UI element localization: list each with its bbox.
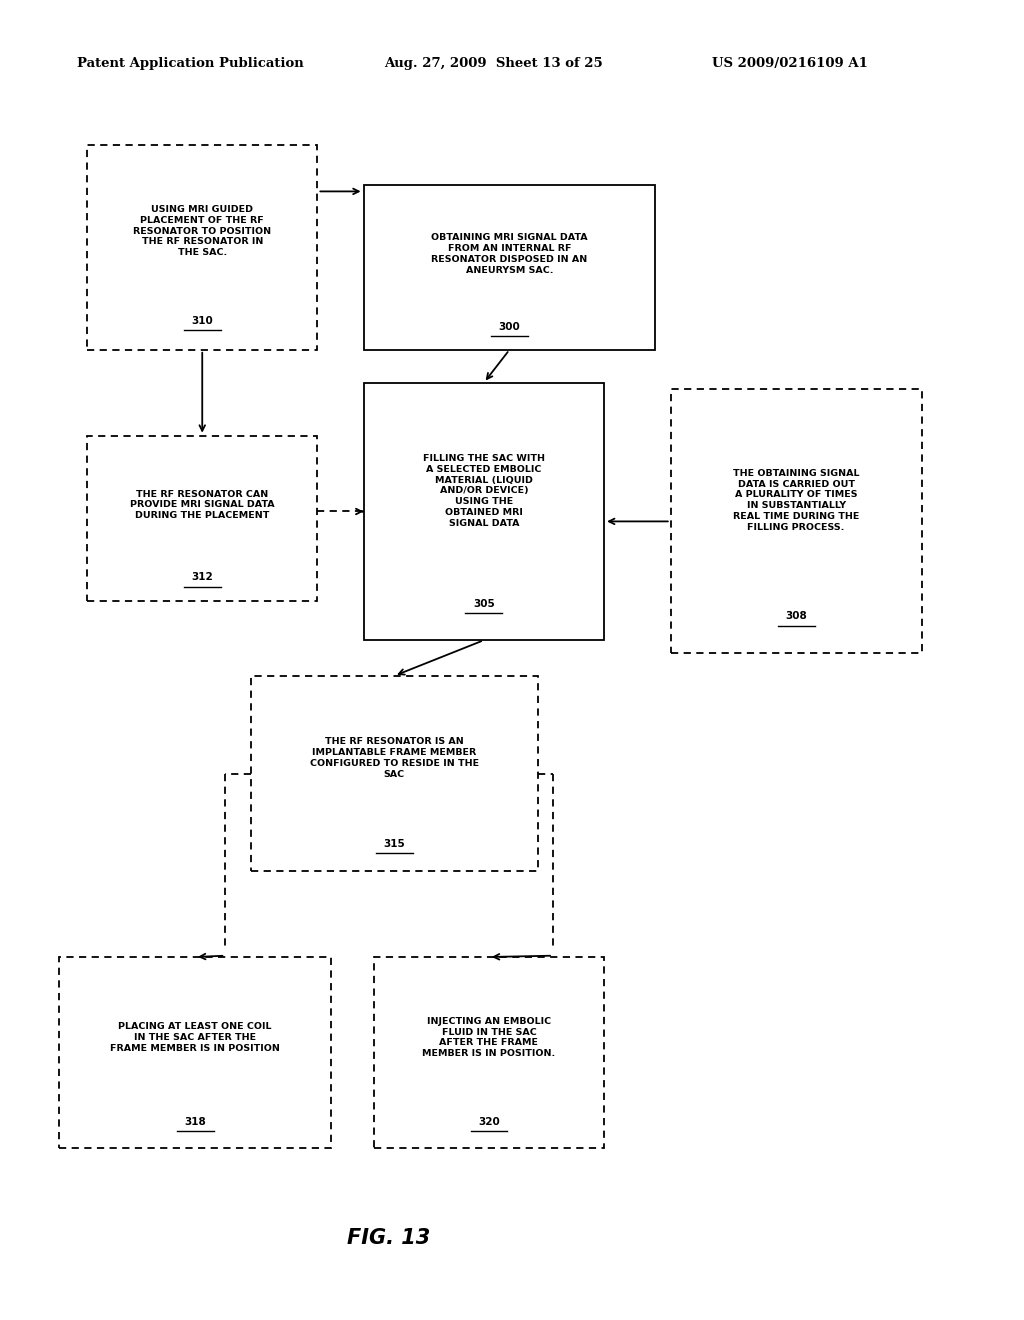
Bar xyxy=(251,676,538,871)
Text: 308: 308 xyxy=(785,611,807,622)
Bar xyxy=(87,145,317,350)
Text: FIG. 13: FIG. 13 xyxy=(347,1228,431,1249)
Text: THE RF RESONATOR IS AN
IMPLANTABLE FRAME MEMBER
CONFIGURED TO RESIDE IN THE
SAC: THE RF RESONATOR IS AN IMPLANTABLE FRAME… xyxy=(309,738,479,779)
Bar xyxy=(364,185,655,350)
Text: INJECTING AN EMBOLIC
FLUID IN THE SAC
AFTER THE FRAME
MEMBER IS IN POSITION.: INJECTING AN EMBOLIC FLUID IN THE SAC AF… xyxy=(422,1016,556,1059)
Text: USING MRI GUIDED
PLACEMENT OF THE RF
RESONATOR TO POSITION
THE RF RESONATOR IN
T: USING MRI GUIDED PLACEMENT OF THE RF RES… xyxy=(133,205,271,257)
Bar xyxy=(374,957,604,1148)
Text: 305: 305 xyxy=(473,599,495,609)
Bar xyxy=(671,389,922,653)
Text: 320: 320 xyxy=(478,1117,500,1126)
Bar xyxy=(364,383,604,640)
Text: US 2009/0216109 A1: US 2009/0216109 A1 xyxy=(712,57,867,70)
Text: Patent Application Publication: Patent Application Publication xyxy=(77,57,303,70)
Text: Aug. 27, 2009  Sheet 13 of 25: Aug. 27, 2009 Sheet 13 of 25 xyxy=(384,57,603,70)
Text: THE RF RESONATOR CAN
PROVIDE MRI SIGNAL DATA
DURING THE PLACEMENT: THE RF RESONATOR CAN PROVIDE MRI SIGNAL … xyxy=(130,490,274,520)
Text: 315: 315 xyxy=(383,838,406,849)
Text: 312: 312 xyxy=(191,573,213,582)
Text: 310: 310 xyxy=(191,317,213,326)
Text: FILLING THE SAC WITH
A SELECTED EMBOLIC
MATERIAL (LIQUID
AND/OR DEVICE)
USING TH: FILLING THE SAC WITH A SELECTED EMBOLIC … xyxy=(423,454,545,528)
Text: PLACING AT LEAST ONE COIL
IN THE SAC AFTER THE
FRAME MEMBER IS IN POSITION: PLACING AT LEAST ONE COIL IN THE SAC AFT… xyxy=(111,1022,280,1052)
Text: 318: 318 xyxy=(184,1117,206,1126)
Bar xyxy=(87,436,317,601)
Text: 300: 300 xyxy=(499,322,520,331)
Text: THE OBTAINING SIGNAL
DATA IS CARRIED OUT
A PLURALITY OF TIMES
IN SUBSTANTIALLY
R: THE OBTAINING SIGNAL DATA IS CARRIED OUT… xyxy=(733,469,859,532)
Text: OBTAINING MRI SIGNAL DATA
FROM AN INTERNAL RF
RESONATOR DISPOSED IN AN
ANEURYSM : OBTAINING MRI SIGNAL DATA FROM AN INTERN… xyxy=(431,234,588,275)
Bar xyxy=(59,957,331,1148)
